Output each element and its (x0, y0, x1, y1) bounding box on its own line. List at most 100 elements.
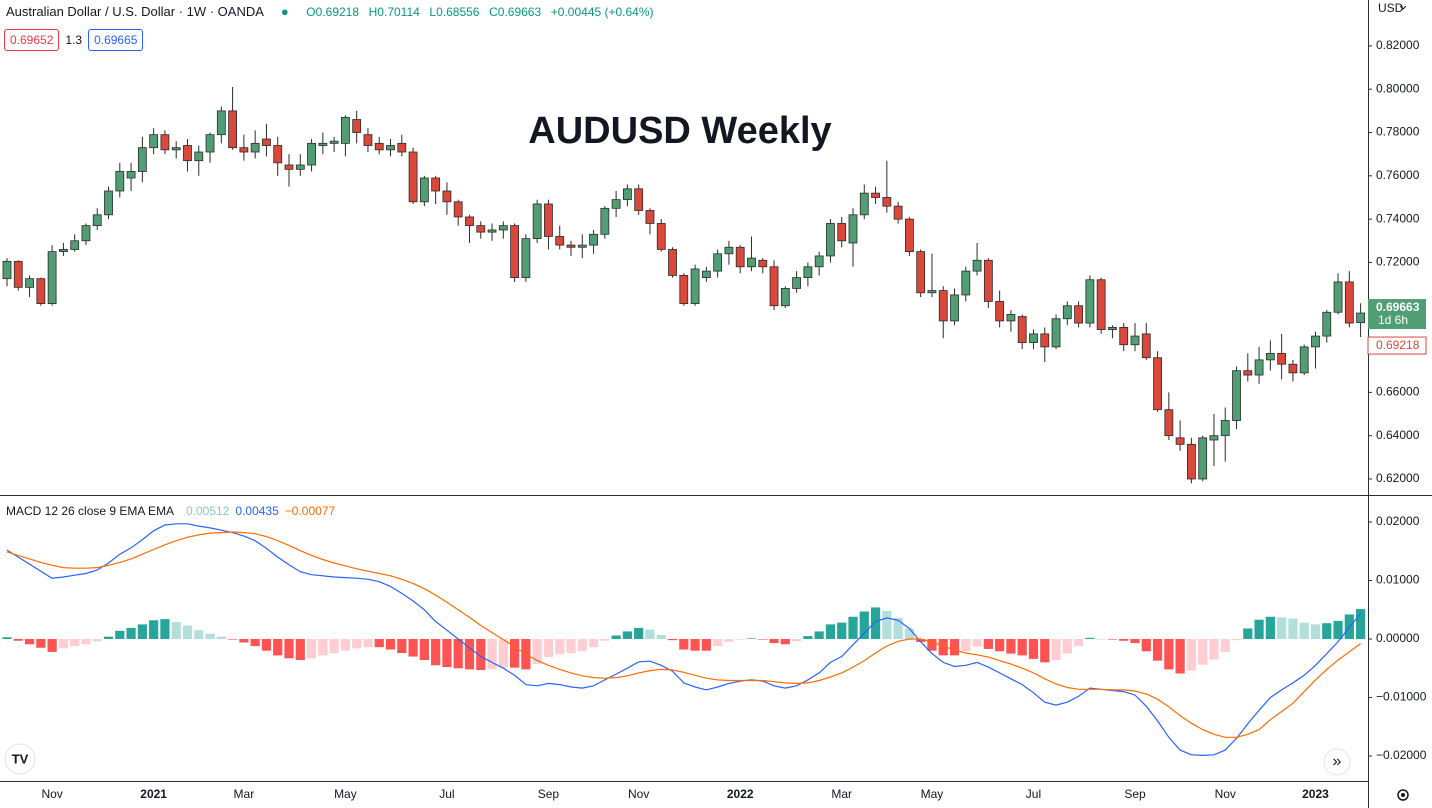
candle-body (916, 251, 926, 294)
histogram-bar (295, 638, 305, 661)
histogram-bar (588, 638, 599, 648)
candle-body (1344, 281, 1354, 324)
candle-body (961, 270, 971, 296)
tradingview-logo[interactable]: TV (4, 743, 36, 775)
histogram-bar (780, 638, 790, 645)
ohlc-high: H0.70114 (368, 5, 420, 19)
x-tick-label: Nov (41, 787, 62, 801)
y-tick-label: 0.02000 (1376, 514, 1420, 528)
open-price-box (1367, 336, 1427, 355)
x-tick-label: Sep (538, 787, 560, 801)
histogram-bar (352, 638, 362, 649)
currency-label[interactable]: USD (1378, 1, 1404, 15)
histogram-bar (938, 638, 948, 656)
candle-body (577, 244, 587, 248)
candle-body (1130, 335, 1140, 346)
y-tick-label: 0.74000 (1376, 211, 1420, 225)
histogram-bar (859, 611, 869, 639)
x-tick-label: Nov (1215, 787, 1236, 801)
status-dot: ● (280, 4, 289, 19)
open-price-label: 0.69218 (1376, 338, 1420, 352)
ohlc-open: O0.69218 (306, 5, 360, 19)
candle-body (307, 142, 316, 166)
histogram-bar (1356, 609, 1366, 639)
histogram-bar (81, 638, 91, 645)
candle-body (126, 171, 136, 179)
histogram-bar (273, 638, 283, 656)
histogram-bar (1198, 638, 1208, 665)
candle-body (465, 216, 474, 227)
scroll-to-realtime[interactable]: » (1323, 748, 1351, 776)
histogram-bar (126, 627, 136, 639)
chart-title: AUDUSD Weekly (528, 110, 831, 152)
candle-body (487, 229, 497, 233)
candle-body (284, 164, 294, 170)
histogram-bar (250, 638, 260, 647)
histogram-bar (983, 638, 993, 649)
candle-body (1164, 409, 1174, 437)
candle-body (160, 134, 170, 151)
legend-value: −0.00077 (285, 504, 336, 518)
candle-body (273, 145, 283, 164)
candle-body (1322, 311, 1332, 337)
legend-value: 0.00435 (235, 504, 279, 518)
histogram-bar (1175, 638, 1185, 674)
candle-body (882, 197, 892, 207)
histogram-bar (837, 622, 847, 639)
candle-body (1254, 359, 1264, 376)
histogram-bar (1243, 628, 1253, 639)
histogram-bar (724, 638, 734, 642)
histogram-bar (318, 638, 328, 656)
candle-body (1311, 335, 1320, 348)
ohlc-low: L0.68556 (429, 5, 480, 19)
histogram-bar (194, 630, 204, 639)
candle-body (983, 259, 993, 302)
histogram-bar (1186, 638, 1196, 671)
candle-body (363, 134, 373, 146)
histogram-bar (961, 638, 971, 652)
buy-button[interactable]: 0.69665 (88, 29, 144, 51)
candle-body (13, 260, 23, 288)
candle-body (611, 199, 621, 209)
histogram-bar (340, 638, 350, 651)
histogram-bar (1209, 638, 1219, 660)
candle-body (826, 223, 835, 257)
histogram-bar (261, 638, 272, 651)
candle-body (149, 134, 159, 149)
candle-body (329, 140, 339, 144)
histogram-bar (758, 638, 768, 640)
symbol-name[interactable]: Australian Dollar / U.S. Dollar · 1W · O… (6, 4, 264, 19)
settings-gear[interactable] (1397, 789, 1409, 801)
candle-body (871, 192, 880, 198)
x-tick-label: 2023 (1302, 787, 1329, 801)
histogram-bar (476, 638, 486, 670)
candle-body (724, 246, 734, 255)
candle-body (1265, 352, 1275, 361)
svg-text:»: » (1333, 753, 1342, 770)
histogram-bar (1333, 620, 1343, 639)
histogram-bar (1299, 622, 1309, 639)
candle-body (397, 142, 407, 153)
candle-body (70, 240, 80, 250)
histogram-bar (645, 629, 655, 639)
histogram-bar (713, 638, 723, 647)
candle-body (340, 116, 350, 144)
candle-body (2, 260, 12, 280)
candle-body (1017, 316, 1027, 343)
candle-body (510, 225, 520, 278)
y-tick-label: 0.80000 (1376, 81, 1420, 95)
sell-button[interactable]: 0.69652 (4, 29, 60, 51)
x-tick-label: May (921, 787, 944, 801)
candle-body (634, 188, 644, 211)
candle-body (1108, 327, 1117, 330)
histogram-bar (103, 636, 114, 639)
candle-body (555, 236, 565, 246)
histogram-bar (1040, 638, 1050, 663)
histogram-bar (1265, 616, 1275, 639)
candle-body (735, 246, 745, 268)
candle-body (216, 110, 226, 136)
histogram-bar (182, 625, 193, 639)
histogram-bar (1322, 623, 1332, 639)
histogram-bar (1254, 619, 1264, 639)
